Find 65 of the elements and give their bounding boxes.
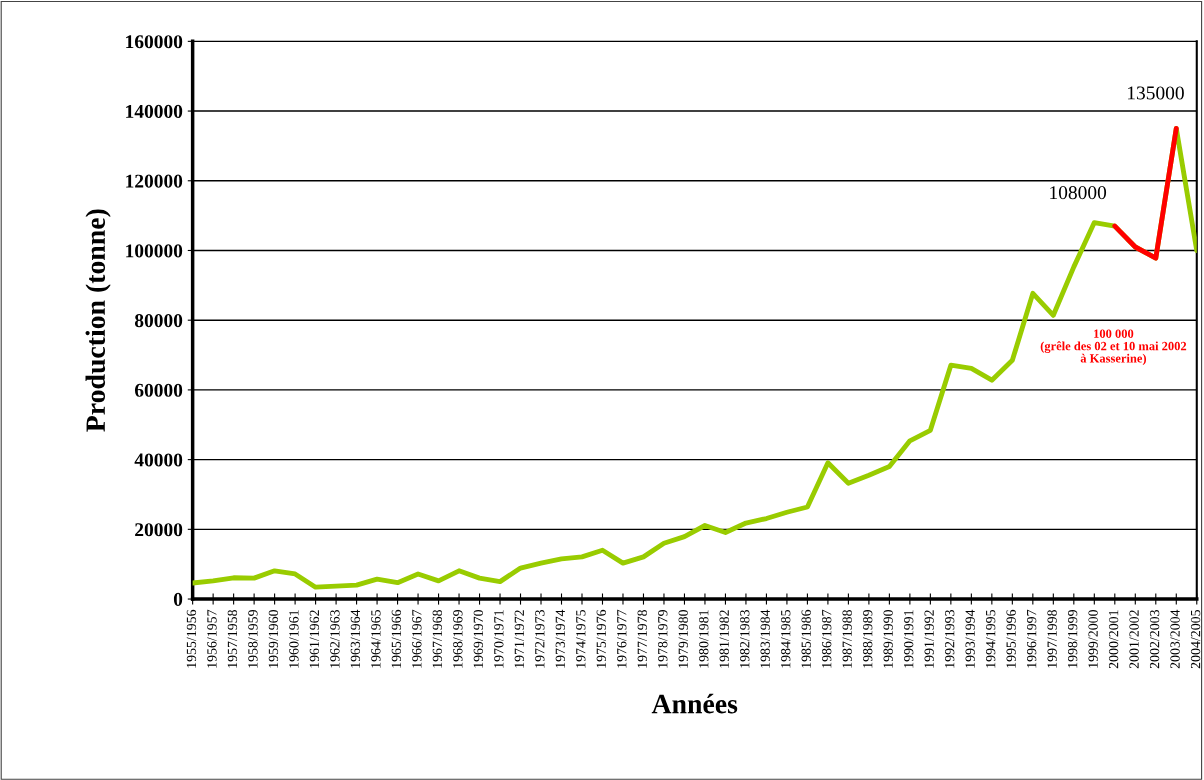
x-tick-label: 1979/1980	[678, 609, 688, 668]
x-tick-label: 1982/1983	[740, 610, 750, 668]
x-tick-label: 1972/1973	[535, 610, 545, 668]
y-tick-label: 60000	[134, 383, 183, 397]
x-tick-label: 1959/1960	[268, 609, 279, 668]
x-tick-label: 1998/1999	[1067, 610, 1078, 668]
y-tick-label: 40000	[134, 453, 183, 467]
x-tick-label: 1955/1956	[186, 609, 197, 668]
x-tick-label: 1992/1993	[945, 610, 955, 668]
x-tick-label: 2003/2004	[1170, 609, 1180, 669]
x-tick-label: 1980/1981	[699, 610, 709, 668]
x-tick-label: 1957/1958	[227, 609, 238, 668]
x-tick-label: 1975/1976	[596, 609, 606, 668]
x-tick-label: 2004/2005	[1190, 610, 1201, 669]
x-tick-label: 1956/1957	[207, 609, 217, 668]
x-tick-label: 1969/1970	[473, 609, 484, 668]
x-tick-label: 1984/1985	[781, 610, 791, 668]
x-tick-label: 1997/1998	[1047, 609, 1057, 668]
x-tick-label: 1987/1988	[842, 609, 852, 668]
x-tick-label: 1960/1961	[289, 610, 299, 668]
x-tick-label: 1981/1982	[719, 610, 729, 668]
x-axis-title: Années	[651, 693, 738, 714]
x-tick-label: 1964/1965	[371, 610, 381, 668]
line-series	[1112, 126, 1179, 261]
x-tick-label: 1958/1959	[248, 610, 258, 668]
x-tick-label: 1966/1967	[412, 609, 422, 668]
x-tick-label: 1985/1986	[801, 609, 811, 668]
x-tick-label: 1991/1992	[924, 610, 934, 668]
x-tick-label: 1977/1978	[637, 609, 647, 668]
annotation: 135000	[1127, 86, 1184, 100]
x-tick-label: 1971/1972	[514, 610, 524, 668]
x-tick-label: 1974/1975	[576, 610, 586, 668]
x-tick-label: 2002/2003	[1149, 610, 1160, 669]
x-tick-label: 1988/1989	[863, 610, 873, 668]
x-tick-label: 1996/1997	[1026, 609, 1037, 668]
x-tick-label: 1978/1979	[658, 610, 668, 668]
y-tick-label: 120000	[126, 174, 183, 188]
x-tick-label: 1994/1995	[985, 610, 996, 668]
y-tick-label: 160000	[126, 35, 183, 49]
y-tick-label: 80000	[134, 314, 183, 328]
x-tick-label: 1973/1974	[555, 609, 565, 668]
x-tick-label: 1976/1977	[617, 609, 627, 668]
x-tick-label: 1965/1966	[391, 609, 402, 668]
x-tick-label: 1967/1968	[432, 609, 443, 668]
x-tick-label: 1999/2000	[1088, 609, 1098, 668]
x-tick-label: 1993/1994	[965, 609, 975, 668]
x-tick-label: 2001/2002	[1129, 610, 1139, 669]
x-tick-label: 1989/1990	[883, 609, 893, 668]
y-tick-label: 20000	[135, 523, 183, 537]
x-tick-label: 1983/1984	[760, 609, 770, 668]
x-tick-label: 1995/1996	[1006, 609, 1016, 668]
x-tick-label: 1990/1991	[903, 610, 914, 668]
y-axis-title: Production (tonne)	[85, 209, 111, 432]
y-tick-label: 0	[173, 592, 183, 606]
x-tick-label: 1963/1964	[350, 609, 361, 668]
x-tick-label: 1968/1969	[453, 610, 463, 668]
y-tick-label: 100000	[126, 244, 183, 258]
x-tick-label: 1970/1971	[494, 610, 504, 668]
x-tick-label: 1961/1962	[309, 610, 320, 668]
annotation: 108000	[1050, 186, 1107, 200]
y-tick-label: 140000	[126, 104, 183, 118]
x-tick-label: 1986/1987	[822, 609, 832, 668]
x-tick-label: 2000/2001	[1108, 610, 1119, 669]
x-tick-label: 1962/1963	[330, 610, 340, 668]
annotation: 100 000 (grêle des 02 et 10 mai 2002 à Kasserine)	[1040, 329, 1187, 366]
